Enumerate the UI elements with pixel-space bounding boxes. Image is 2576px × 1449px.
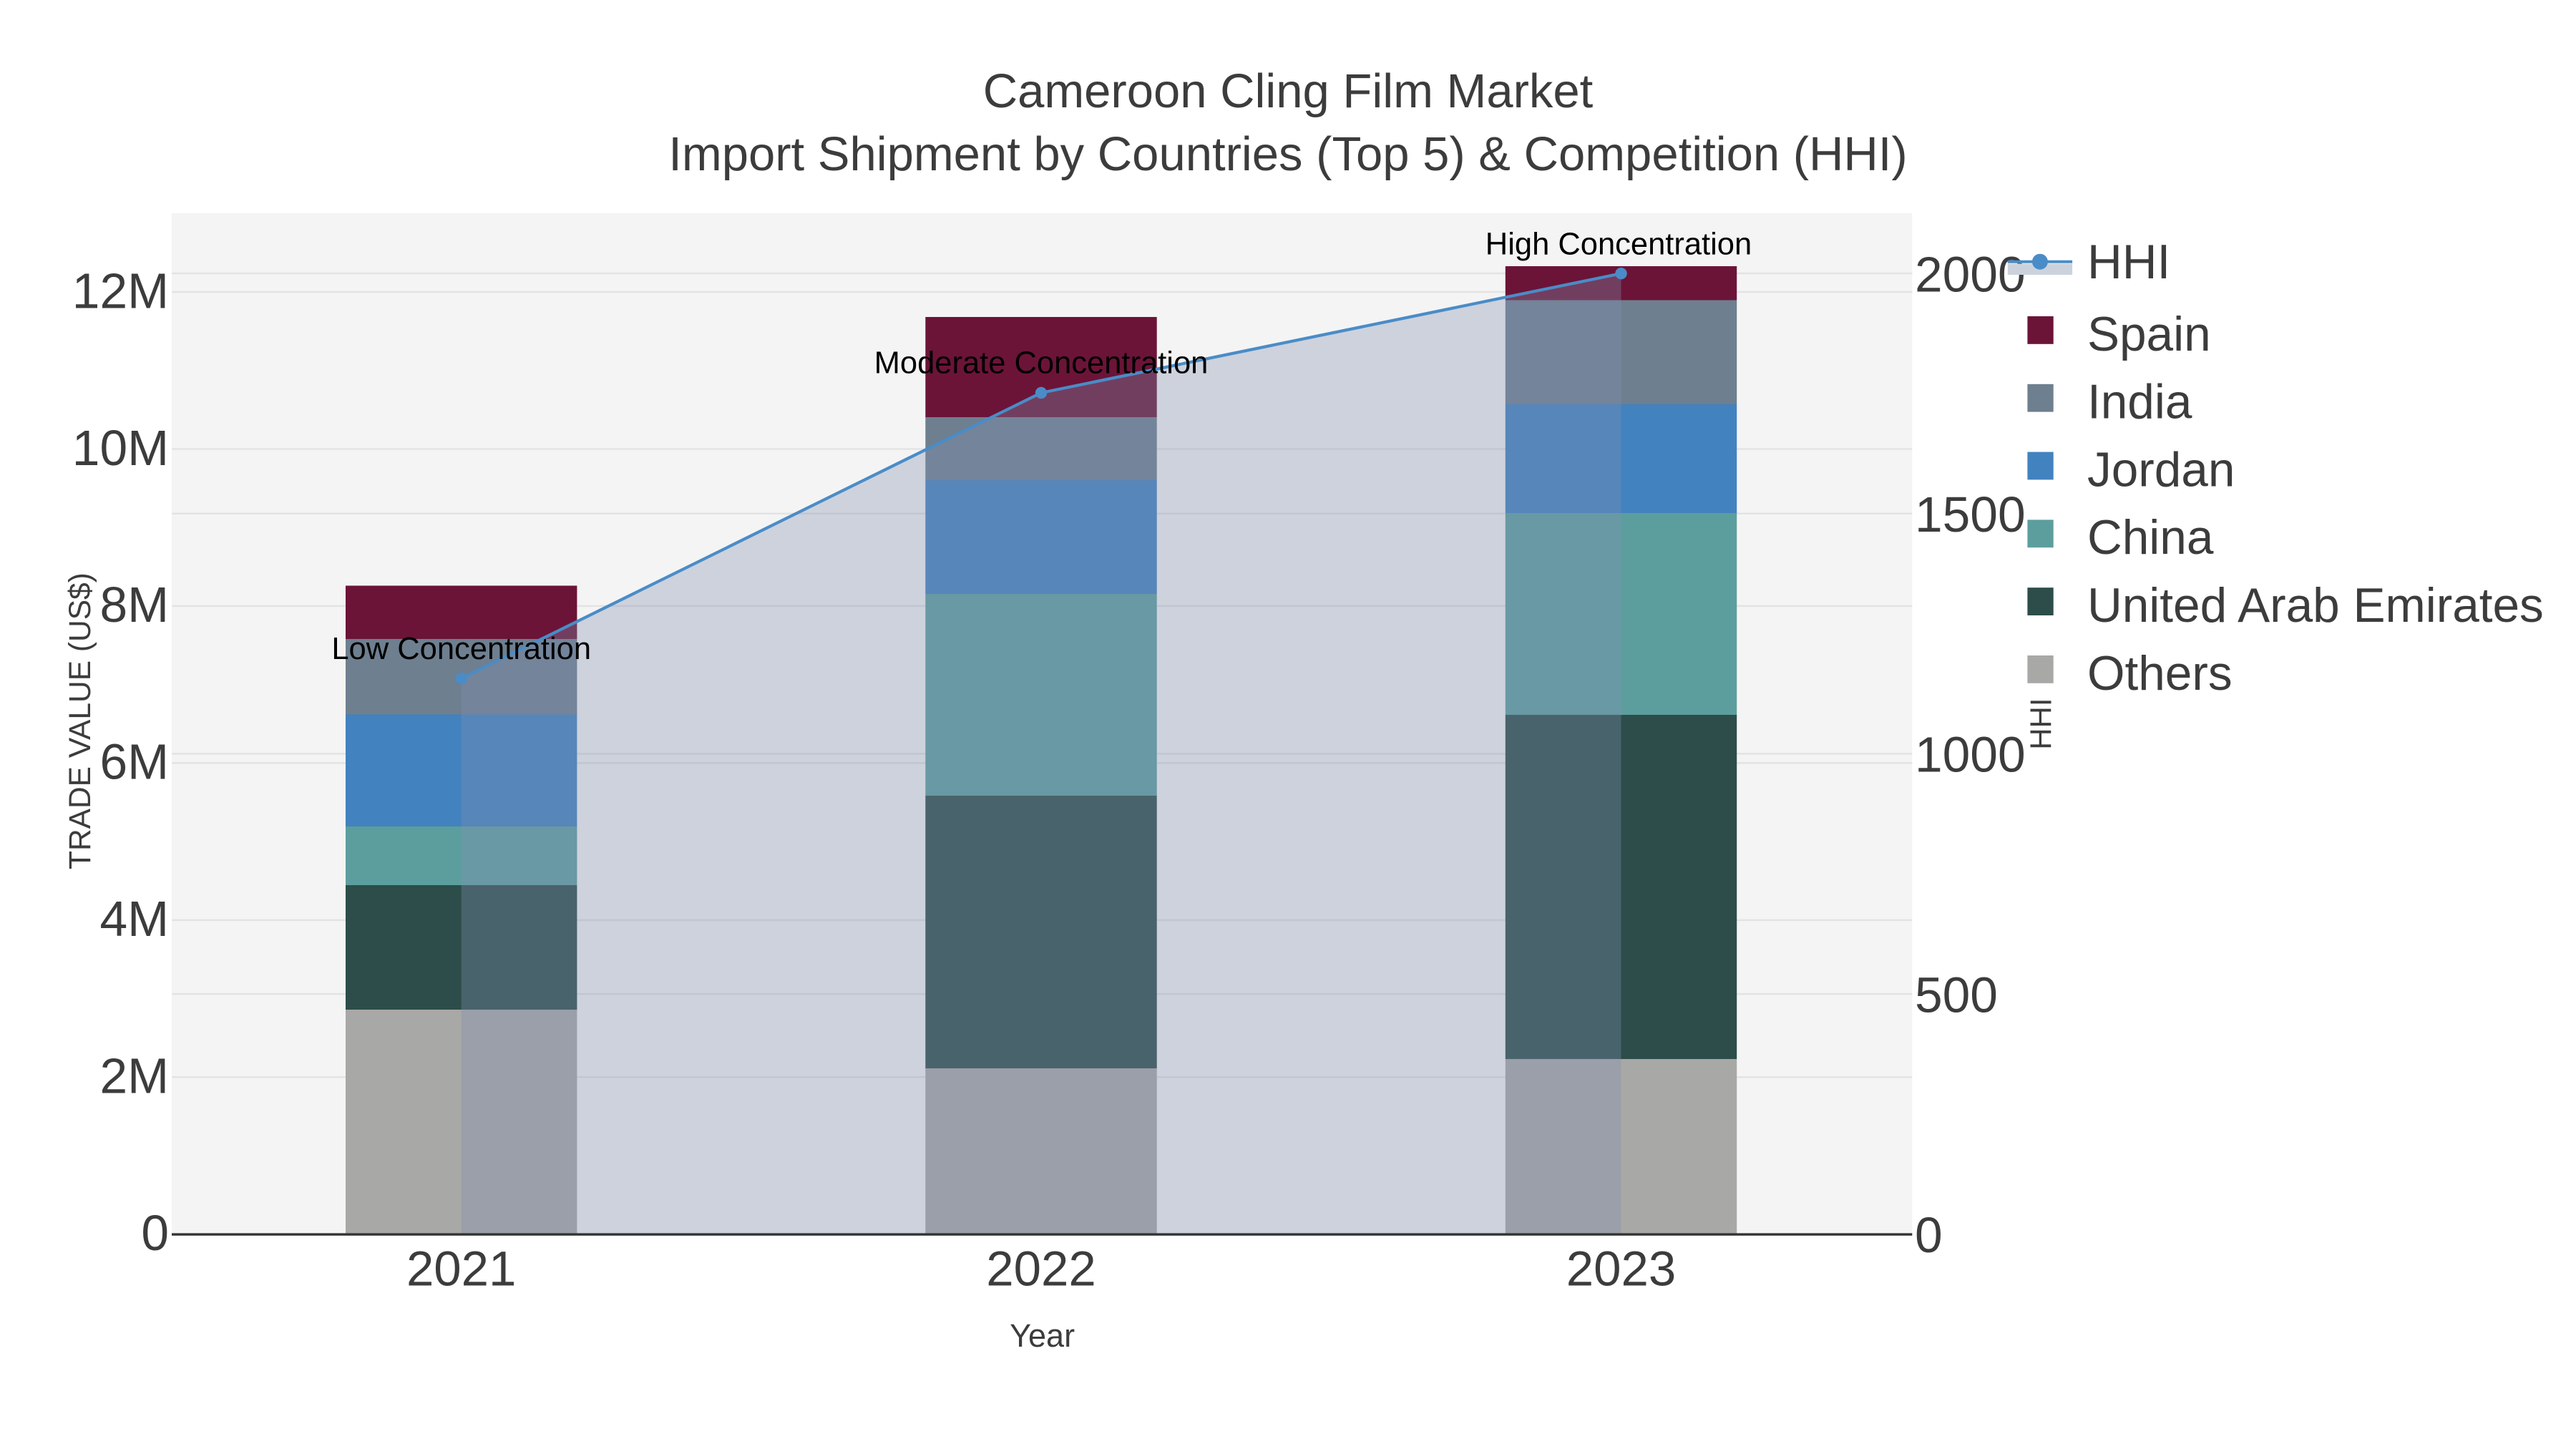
svg-text:Others: Others bbox=[2087, 647, 2233, 701]
svg-text:HHI: HHI bbox=[2087, 235, 2170, 289]
svg-text:Low Concentration: Low Concentration bbox=[331, 632, 591, 666]
svg-text:6M: 6M bbox=[99, 734, 169, 790]
svg-text:8M: 8M bbox=[99, 577, 169, 633]
svg-text:4M: 4M bbox=[99, 891, 169, 947]
svg-text:Moderate Concentration: Moderate Concentration bbox=[874, 346, 1209, 381]
svg-text:0: 0 bbox=[141, 1205, 169, 1261]
svg-text:Import Shipment by Countries (: Import Shipment by Countries (Top 5) & C… bbox=[668, 127, 1907, 181]
svg-text:Jordan: Jordan bbox=[2087, 443, 2235, 497]
svg-text:12M: 12M bbox=[72, 263, 169, 318]
svg-text:Cameroon Cling Film Market: Cameroon Cling Film Market bbox=[983, 64, 1594, 118]
svg-text:United Arab Emirates: United Arab Emirates bbox=[2087, 579, 2544, 633]
svg-text:HHI: HHI bbox=[2024, 698, 2058, 749]
svg-text:China: China bbox=[2087, 511, 2214, 565]
svg-text:2021: 2021 bbox=[406, 1241, 517, 1296]
svg-text:Year: Year bbox=[1010, 1317, 1075, 1354]
svg-text:TRADE VALUE (US$): TRADE VALUE (US$) bbox=[64, 572, 97, 869]
svg-text:Spain: Spain bbox=[2087, 308, 2211, 361]
svg-text:1000: 1000 bbox=[1915, 727, 2026, 783]
svg-text:2M: 2M bbox=[99, 1048, 169, 1104]
svg-text:2022: 2022 bbox=[986, 1241, 1096, 1296]
svg-text:1500: 1500 bbox=[1915, 487, 2026, 542]
svg-text:2000: 2000 bbox=[1915, 246, 2026, 302]
svg-text:High Concentration: High Concentration bbox=[1485, 228, 1752, 262]
svg-text:2023: 2023 bbox=[1566, 1241, 1677, 1296]
svg-text:10M: 10M bbox=[72, 420, 169, 476]
svg-text:500: 500 bbox=[1915, 967, 1998, 1023]
svg-text:India: India bbox=[2087, 376, 2192, 429]
svg-text:0: 0 bbox=[1915, 1207, 1943, 1263]
